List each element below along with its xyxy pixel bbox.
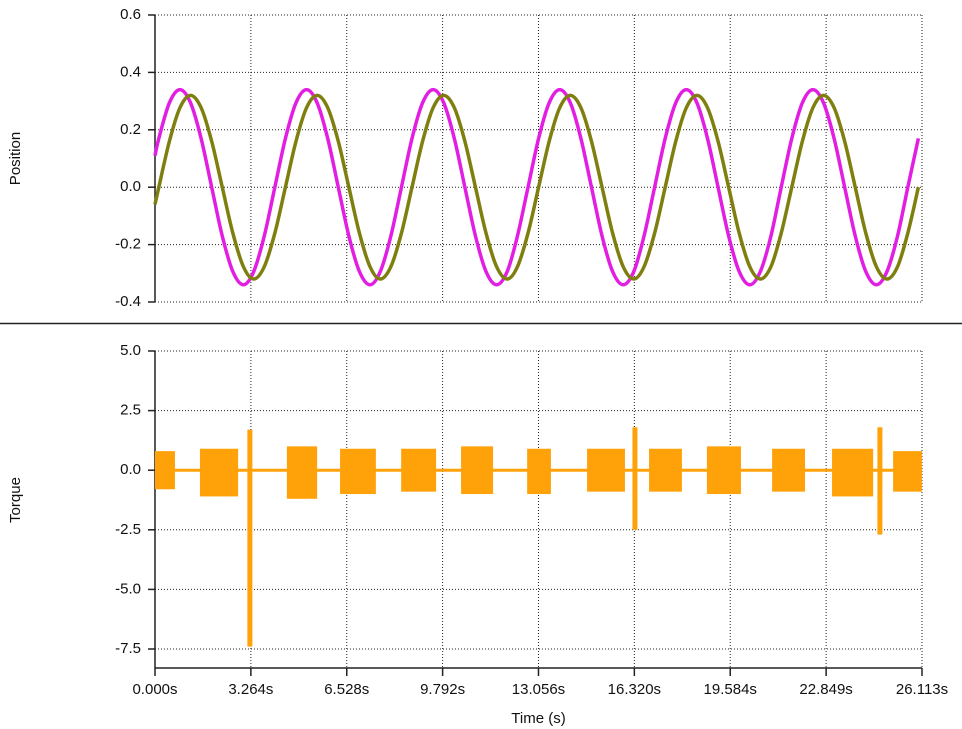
torque-burst (199, 448, 239, 497)
x-tick-label: 13.056s (512, 681, 565, 698)
position-line (153, 93, 921, 281)
torque-burst (772, 448, 806, 492)
y-tick-label: -5.0 (115, 580, 141, 597)
x-tick-label: 0.000s (132, 681, 177, 698)
torque-burst (527, 448, 551, 495)
x-tick-label: 9.792s (420, 681, 465, 698)
y-tick-label: -0.4 (115, 293, 141, 310)
x-tick-label: 22.849s (799, 681, 852, 698)
position-line (153, 87, 921, 287)
torque-burst (649, 448, 682, 492)
x-axis-label: Time (s) (511, 710, 565, 727)
x-tick-label: 19.584s (704, 681, 757, 698)
x-tick-label: 26.113s (896, 681, 948, 698)
torque-burst (587, 448, 625, 492)
x-tick-label: 16.320s (608, 681, 661, 698)
y-tick-label: 0.4 (120, 63, 141, 80)
torque-spike (877, 427, 883, 535)
y-tick-label: 0.6 (120, 6, 141, 23)
y-tick-label: 0.0 (120, 461, 141, 478)
torque-burst (832, 448, 874, 497)
x-tick-label: 6.528s (324, 681, 369, 698)
y-axis-label: Torque (7, 477, 24, 523)
torque-burst (155, 451, 175, 490)
torque-spike (247, 429, 253, 647)
torque-burst (401, 448, 437, 492)
y-tick-label: -2.5 (115, 521, 141, 538)
torque-burst (461, 446, 494, 495)
torque-burst (893, 451, 922, 492)
y-tick-label: 2.5 (120, 402, 141, 419)
y-axis-label: Position (7, 132, 24, 185)
y-tick-label: 0.2 (120, 121, 141, 138)
torque-spike (632, 427, 638, 530)
y-tick-label: 5.0 (120, 342, 141, 359)
y-tick-label: -0.2 (115, 236, 141, 253)
y-tick-label: -7.5 (115, 640, 141, 657)
x-tick-label: 3.264s (228, 681, 273, 698)
torque-burst (286, 446, 318, 499)
y-tick-label: 0.0 (120, 178, 141, 195)
torque-burst (706, 446, 741, 495)
torque-burst (340, 448, 376, 495)
